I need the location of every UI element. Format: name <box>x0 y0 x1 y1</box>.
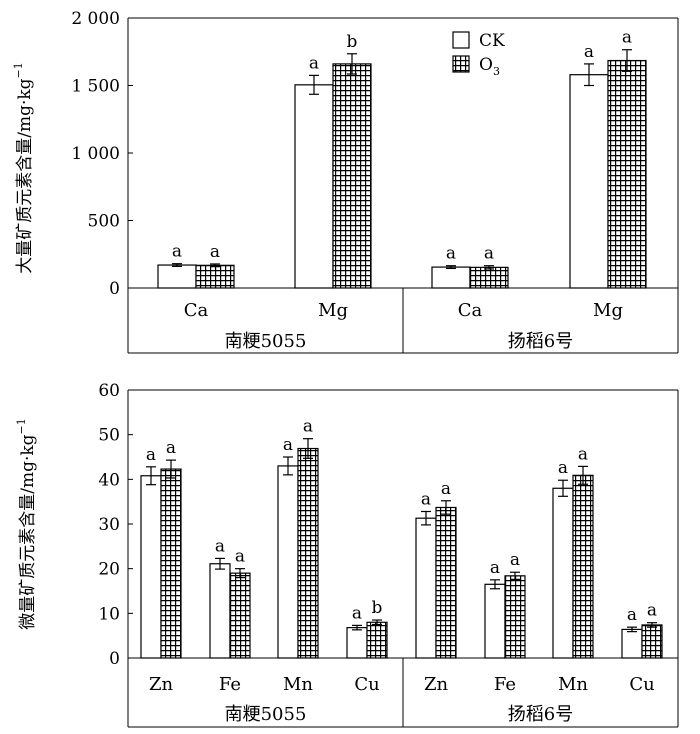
legend-label-ck: CK <box>479 31 505 51</box>
significance-letter: a <box>146 445 156 465</box>
y-tick-label: 20 <box>98 560 120 580</box>
significance-letter: a <box>215 536 225 556</box>
bar-ck <box>157 264 197 289</box>
bar-ck <box>431 266 471 289</box>
y-axis-label: 大量矿质元素含量/mg·kg−1 <box>12 62 35 274</box>
significance-letter: a <box>627 605 637 625</box>
significance-letter: a <box>578 444 588 464</box>
category-label: Fe <box>494 674 516 695</box>
significance-letter: a <box>235 547 245 567</box>
y-axis-label: 微量矿质元素含量/mg·kg−1 <box>15 418 38 630</box>
bar-o3 <box>572 474 594 659</box>
legend-label-text: CK <box>479 31 505 51</box>
legend-swatch-o3 <box>452 55 470 73</box>
bar-o3 <box>366 621 388 659</box>
legend: CK O3 <box>452 31 505 78</box>
y-tick-label: 2 000 <box>71 9 120 29</box>
category-label: Zn <box>424 674 449 695</box>
significance-letter: a <box>166 438 176 458</box>
bar-o3 <box>195 264 235 289</box>
y-tick-label: 1 500 <box>71 77 120 97</box>
y-axis-label-text: 微量矿质元素含量/mg·kg <box>18 434 38 629</box>
significance-letter: a <box>309 53 319 73</box>
group-label: 扬稻6号 <box>508 704 573 725</box>
significance-letter: a <box>210 242 220 262</box>
y-tick-label: 40 <box>98 470 120 490</box>
y-axis-label-superscript: −1 <box>15 418 28 434</box>
y-tick-label: 60 <box>98 381 120 401</box>
significance-letter: b <box>372 598 383 618</box>
group-label: 南粳5055 <box>225 704 307 725</box>
y-axis-label-text: 大量矿质元素含量/mg·kg <box>15 78 35 273</box>
category-label: Mg <box>593 300 623 321</box>
category-label: Ca <box>458 300 483 321</box>
bar-ck <box>415 517 437 659</box>
significance-letter: a <box>490 558 500 578</box>
y-axis-label-superscript: −1 <box>12 62 25 78</box>
bar-o3 <box>435 506 457 659</box>
significance-letter: a <box>421 489 431 509</box>
y-tick-label: 10 <box>98 604 120 624</box>
bar-ck <box>484 583 506 659</box>
category-label: Zn <box>149 674 174 695</box>
bar-ck <box>569 74 609 289</box>
significance-letter: a <box>484 244 494 264</box>
bar-o3 <box>229 572 251 659</box>
category-label: Fe <box>219 674 241 695</box>
significance-letter: a <box>584 42 594 62</box>
bar-o3 <box>297 447 319 659</box>
y-tick-label: 1 000 <box>71 144 120 164</box>
significance-letter: a <box>283 435 293 455</box>
bar-ck <box>346 627 368 659</box>
bar-o3 <box>332 63 372 289</box>
y-tick-label: 0 <box>109 279 120 299</box>
bar-ck <box>552 487 574 659</box>
bar-ck <box>140 475 162 659</box>
bar-ck <box>621 628 643 659</box>
category-label: Mn <box>283 674 313 695</box>
macro-element-chart: 0 500 1 000 1 500 2 000 大量矿质元素含量/mg·kg−1 a a Ca a… <box>12 9 679 354</box>
bar-o3 <box>160 468 182 659</box>
category-label: Cu <box>629 674 654 695</box>
category-label: Ca <box>184 300 209 321</box>
y-tick-label: 0 <box>109 649 120 669</box>
legend-label-o3: O3 <box>479 55 500 78</box>
significance-letter: b <box>347 32 358 52</box>
bar-o3 <box>504 575 526 659</box>
significance-letter: a <box>647 601 657 621</box>
bar-ck <box>277 465 299 659</box>
bar-o3 <box>469 266 509 289</box>
bar-ck <box>209 563 231 659</box>
group-label: 扬稻6号 <box>508 331 573 352</box>
significance-letter: a <box>172 242 182 262</box>
bar-o3 <box>641 624 663 659</box>
category-label: Mg <box>318 300 348 321</box>
category-label: Cu <box>354 674 379 695</box>
significance-letter: a <box>352 603 362 623</box>
y-tick-label: 50 <box>98 426 120 446</box>
bar-o3 <box>607 59 647 289</box>
legend-label-subscript: 3 <box>493 65 500 78</box>
group-label: 南粳5055 <box>225 331 307 352</box>
category-label: Mn <box>558 674 588 695</box>
significance-letter: a <box>303 417 313 437</box>
legend-swatch-ck <box>452 31 470 49</box>
legend-label-text: O <box>479 55 493 75</box>
y-tick-label: 500 <box>88 212 120 232</box>
y-tick-label: 30 <box>98 515 120 535</box>
significance-letter: a <box>446 244 456 264</box>
bar-ck <box>294 84 334 289</box>
significance-letter: a <box>510 550 520 570</box>
significance-letter: a <box>558 458 568 478</box>
significance-letter: a <box>441 479 451 499</box>
significance-letter: a <box>622 28 632 48</box>
